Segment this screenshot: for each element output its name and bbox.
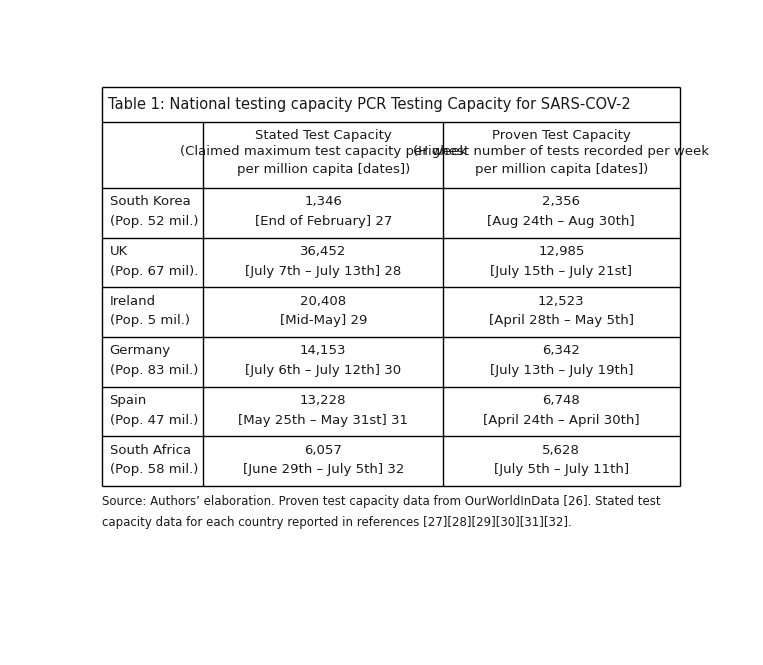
Text: [May 25th – May 31st] 31: [May 25th – May 31st] 31 (238, 414, 408, 427)
Text: [End of February] 27: [End of February] 27 (255, 215, 392, 228)
Text: 1,346: 1,346 (304, 196, 342, 208)
Text: Ireland: Ireland (110, 295, 156, 308)
Text: Table 1: National testing capacity PCR Testing Capacity for SARS-COV-2: Table 1: National testing capacity PCR T… (108, 97, 631, 112)
Text: 14,153: 14,153 (300, 344, 346, 357)
Text: [June 29th – July 5th] 32: [June 29th – July 5th] 32 (243, 464, 404, 476)
Text: UK: UK (110, 245, 128, 258)
Text: [July 15th – July 21st]: [July 15th – July 21st] (491, 265, 633, 278)
Text: [July 7th – July 13th] 28: [July 7th – July 13th] 28 (245, 265, 401, 278)
Text: (Claimed maximum test capacity per week: (Claimed maximum test capacity per week (179, 146, 467, 158)
Text: (Pop. 67 mil).: (Pop. 67 mil). (110, 265, 198, 278)
Text: 12,985: 12,985 (538, 245, 584, 258)
Text: South Korea: South Korea (110, 196, 190, 208)
Text: (Pop. 47 mil.): (Pop. 47 mil.) (110, 414, 198, 427)
Text: (Highest number of tests recorded per week: (Highest number of tests recorded per we… (414, 146, 710, 158)
Text: 2,356: 2,356 (542, 196, 581, 208)
Text: [July 5th – July 11th]: [July 5th – July 11th] (494, 464, 629, 476)
Text: Spain: Spain (110, 394, 146, 407)
Text: (Pop. 58 mil.): (Pop. 58 mil.) (110, 464, 198, 476)
Text: South Africa: South Africa (110, 444, 191, 457)
Text: 13,228: 13,228 (300, 394, 346, 407)
Text: Germany: Germany (110, 344, 171, 357)
Text: capacity data for each country reported in references [27][28][29][30][31][32].: capacity data for each country reported … (102, 515, 572, 529)
Text: (Pop. 83 mil.): (Pop. 83 mil.) (110, 364, 198, 377)
Text: Proven Test Capacity: Proven Test Capacity (492, 128, 631, 142)
Text: per million capita [dates]): per million capita [dates]) (237, 164, 410, 176)
Text: (Pop. 52 mil.): (Pop. 52 mil.) (110, 215, 198, 228)
Text: (Pop. 5 mil.): (Pop. 5 mil.) (110, 315, 189, 327)
Text: 6,342: 6,342 (542, 344, 580, 357)
Text: 20,408: 20,408 (300, 295, 346, 308)
Text: [Mid-May] 29: [Mid-May] 29 (279, 315, 367, 327)
Text: 36,452: 36,452 (300, 245, 346, 258)
Text: 5,628: 5,628 (542, 444, 580, 457)
Text: [Aug 24th – Aug 30th]: [Aug 24th – Aug 30th] (488, 215, 635, 228)
Text: [July 6th – July 12th] 30: [July 6th – July 12th] 30 (245, 364, 401, 377)
Text: 6,057: 6,057 (304, 444, 342, 457)
Text: 12,523: 12,523 (538, 295, 584, 308)
Text: [April 28th – May 5th]: [April 28th – May 5th] (489, 315, 634, 327)
Text: Stated Test Capacity: Stated Test Capacity (255, 128, 391, 142)
Text: 6,748: 6,748 (542, 394, 580, 407)
Text: per million capita [dates]): per million capita [dates]) (475, 164, 648, 176)
Text: [April 24th – April 30th]: [April 24th – April 30th] (483, 414, 639, 427)
Text: Source: Authors’ elaboration. Proven test capacity data from OurWorldInData [26]: Source: Authors’ elaboration. Proven tes… (102, 495, 661, 508)
Text: [July 13th – July 19th]: [July 13th – July 19th] (490, 364, 633, 377)
